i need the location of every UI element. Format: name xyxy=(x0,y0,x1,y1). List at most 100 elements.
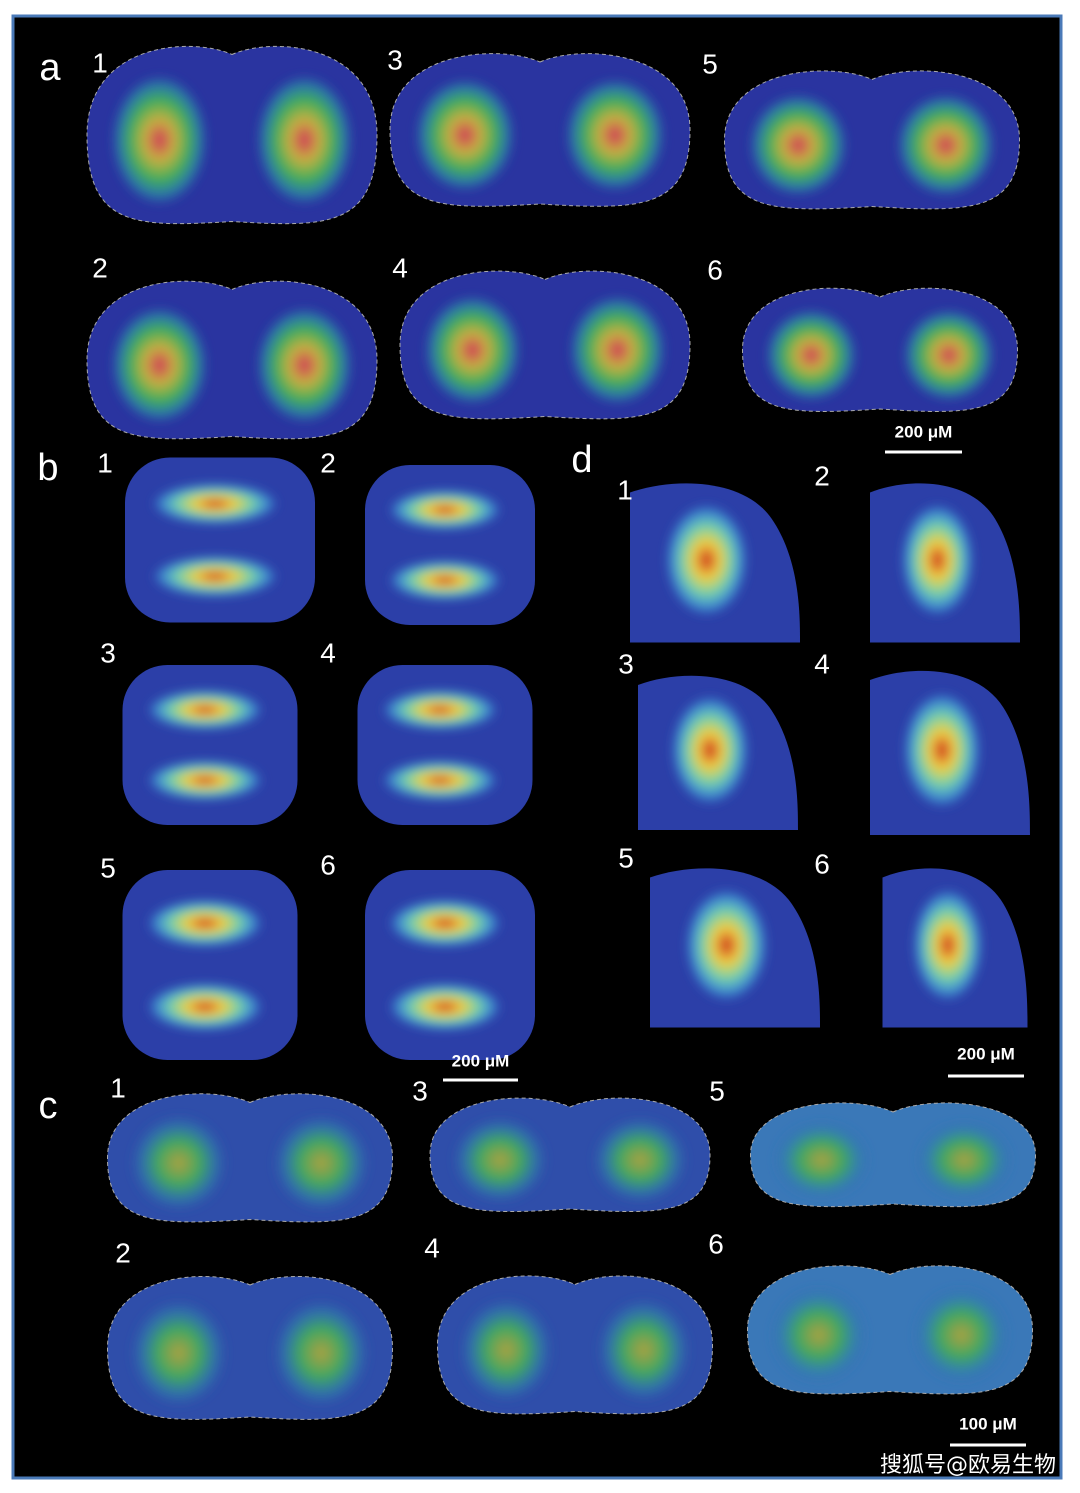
section-number: 3 xyxy=(412,1075,428,1106)
signal-region xyxy=(110,305,209,425)
tissue-section xyxy=(106,1276,394,1420)
section-number: 2 xyxy=(115,1237,131,1268)
signal-region xyxy=(380,689,500,731)
signal-region xyxy=(423,294,522,406)
signal-region xyxy=(380,759,500,801)
signal-region xyxy=(773,1120,871,1200)
signal-region xyxy=(568,294,667,406)
panel-label: a xyxy=(39,47,61,89)
tissue-section xyxy=(741,287,1019,412)
scale-bar-label: 200 μM xyxy=(452,1051,510,1070)
panel-label: b xyxy=(37,447,58,489)
section-outline xyxy=(122,665,298,825)
signal-region xyxy=(145,982,265,1032)
signal-region xyxy=(764,308,858,402)
signal-region xyxy=(130,1114,228,1212)
tissue-section xyxy=(86,45,378,225)
section-outline xyxy=(125,457,315,623)
section-number: 5 xyxy=(702,48,718,79)
tissue-section xyxy=(357,665,533,825)
signal-region xyxy=(255,305,354,425)
tissue-section xyxy=(122,870,298,1060)
signal-region xyxy=(255,73,354,207)
tissue-section xyxy=(365,870,535,1060)
signal-region xyxy=(902,308,996,402)
watermark: 搜狐号@欧易生物 xyxy=(880,1453,1056,1478)
signal-region xyxy=(748,92,849,198)
signal-region xyxy=(592,1116,688,1204)
section-number: 6 xyxy=(320,849,336,880)
signal-region xyxy=(670,694,750,806)
section-number: 4 xyxy=(424,1232,440,1263)
signal-region xyxy=(272,1299,370,1407)
tissue-section xyxy=(746,1265,1034,1395)
signal-region xyxy=(272,1114,370,1212)
section-number: 4 xyxy=(814,648,830,679)
signal-region xyxy=(150,482,280,526)
section-number: 2 xyxy=(320,447,336,478)
tissue-section xyxy=(630,483,800,643)
section-outline xyxy=(357,665,533,825)
signal-region xyxy=(387,982,503,1032)
panel-label: c xyxy=(39,1085,58,1127)
section-number: 4 xyxy=(392,252,408,283)
tissue-section xyxy=(436,1275,714,1415)
scale-bar-label: 200 μM xyxy=(895,422,953,441)
tissue-section xyxy=(723,70,1021,210)
tissue-section xyxy=(749,1102,1037,1208)
signal-region xyxy=(684,887,769,1003)
section-number: 3 xyxy=(618,648,634,679)
section-number: 5 xyxy=(709,1075,725,1106)
section-number: 5 xyxy=(100,852,116,883)
signal-region xyxy=(912,1286,1010,1384)
section-number: 1 xyxy=(97,447,113,478)
signal-region xyxy=(564,77,666,193)
section-number: 1 xyxy=(110,1072,126,1103)
signal-region xyxy=(145,759,265,801)
signal-region xyxy=(414,77,516,193)
tissue-section xyxy=(638,675,798,830)
signal-region xyxy=(145,689,265,731)
tissue-section xyxy=(122,665,298,825)
signal-region xyxy=(150,554,280,598)
tissue-section xyxy=(429,1097,711,1212)
signal-region xyxy=(387,898,503,948)
section-number: 5 xyxy=(618,842,634,873)
signal-region xyxy=(387,559,503,601)
signal-region xyxy=(770,1286,868,1384)
section-number: 2 xyxy=(814,460,830,491)
section-number: 2 xyxy=(92,252,108,283)
section-outline xyxy=(122,870,298,1060)
section-number: 1 xyxy=(617,474,633,505)
signal-region xyxy=(452,1116,548,1204)
signal-region xyxy=(900,502,975,618)
signal-region xyxy=(597,1297,691,1403)
section-number: 6 xyxy=(707,254,723,285)
section-number: 6 xyxy=(708,1228,724,1259)
section-number: 4 xyxy=(320,637,336,668)
tissue-section xyxy=(650,868,820,1028)
tissue-section xyxy=(870,670,1030,835)
signal-region xyxy=(110,73,209,207)
signal-region xyxy=(915,1120,1013,1200)
signal-region xyxy=(387,489,503,531)
section-outline xyxy=(365,870,535,1060)
signal-region xyxy=(459,1297,553,1403)
tissue-section xyxy=(86,280,378,440)
section-number: 6 xyxy=(814,848,830,879)
signal-region xyxy=(902,690,982,810)
signal-region xyxy=(911,887,984,1003)
tissue-section xyxy=(870,483,1020,643)
section-outline xyxy=(365,465,535,625)
tissue-section xyxy=(399,270,691,420)
tissue-section xyxy=(882,868,1028,1028)
section-number: 3 xyxy=(387,44,403,75)
tissue-section xyxy=(106,1093,394,1223)
tissue-section xyxy=(365,465,535,625)
signal-region xyxy=(130,1299,228,1407)
section-number: 1 xyxy=(92,47,108,78)
scale-bar-label: 100 μM xyxy=(959,1414,1017,1433)
signal-region xyxy=(664,502,749,618)
